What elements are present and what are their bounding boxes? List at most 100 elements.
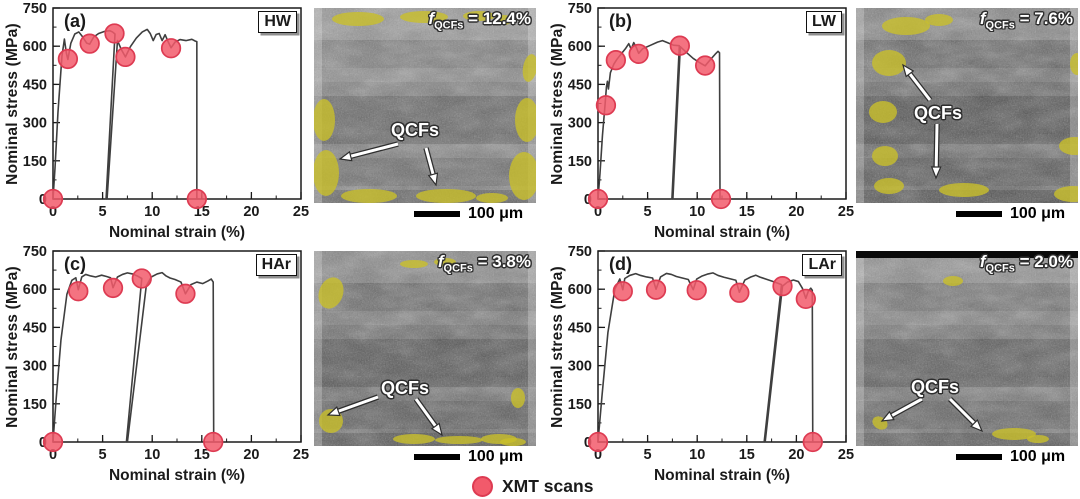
scale-bar-label: 100 μm	[468, 205, 524, 222]
svg-text:150: 150	[568, 154, 592, 170]
svg-text:25: 25	[838, 204, 854, 220]
panel-c-sem-cell: fQCFs = 3.8% QCFs 100 μm	[312, 243, 538, 478]
svg-text:10: 10	[144, 447, 160, 463]
qcfs-region-label: QCFs	[911, 377, 960, 397]
qcf-area-fraction-label: fQCFs = 2.0%	[980, 252, 1073, 274]
panel-a-sem-cell: fQCFs = 12.4% QCFs 100 μm	[312, 0, 538, 235]
panel-d-chart-cell: 05101520250150300450600750 Nominal stres…	[545, 243, 855, 491]
svg-text:600: 600	[23, 39, 47, 55]
svg-text:150: 150	[23, 397, 47, 413]
svg-text:450: 450	[23, 320, 47, 336]
stress-strain-plot-d: 05101520250150300450600750	[568, 244, 854, 463]
svg-text:20: 20	[243, 447, 259, 463]
svg-text:20: 20	[788, 204, 804, 220]
f-value: = 12.4%	[468, 9, 531, 28]
svg-text:0: 0	[49, 447, 57, 463]
svg-text:5: 5	[99, 204, 107, 220]
qcfs-region-label: QCFs	[381, 378, 430, 398]
x-axis-title: Nominal strain (%)	[653, 467, 791, 484]
svg-text:450: 450	[23, 77, 47, 93]
qcf-area-fraction-label: fQCFs = 3.8%	[438, 252, 531, 274]
svg-text:300: 300	[23, 116, 47, 132]
y-axis-title: Nominal stress (MPa)	[4, 23, 21, 185]
y-axis-title: Nominal stress (MPa)	[549, 266, 566, 428]
svg-text:150: 150	[23, 154, 47, 170]
f-subscript: QCFs	[985, 262, 1015, 275]
svg-text:10: 10	[689, 204, 705, 220]
scale-bar-label: 100 μm	[468, 448, 524, 465]
f-subscript: QCFs	[434, 19, 464, 32]
stress-strain-plot-c: 05101520250150300450600750	[23, 244, 309, 463]
panel-b-sem-cell: fQCFs = 7.6% QCFs 100 μm	[854, 0, 1080, 235]
y-axis-title: Nominal stress (MPa)	[4, 266, 21, 428]
svg-text:0: 0	[594, 204, 602, 220]
svg-text:750: 750	[568, 1, 592, 17]
sem-micrograph-d	[856, 251, 1078, 446]
svg-text:5: 5	[644, 447, 652, 463]
qcfs-region-label: QCFs	[391, 120, 440, 140]
panel-letter-a: (a)	[64, 11, 86, 31]
svg-text:300: 300	[568, 359, 592, 375]
svg-text:150: 150	[568, 397, 592, 413]
svg-text:450: 450	[568, 77, 592, 93]
qcfs-region-label: QCFs	[914, 103, 963, 123]
scale-bar-line	[414, 454, 460, 460]
f-symbol: f	[979, 252, 986, 271]
condition-badge-lw: LW	[806, 11, 842, 33]
scale-bar-line	[956, 211, 1002, 217]
svg-text:600: 600	[23, 282, 47, 298]
svg-text:15: 15	[194, 447, 210, 463]
f-value: = 3.8%	[477, 252, 531, 271]
stress-strain-plot-b: 05101520250150300450600750	[568, 1, 854, 220]
svg-text:0: 0	[594, 447, 602, 463]
panel-b-chart-cell: 05101520250150300450600750 Nominal stres…	[545, 0, 855, 248]
svg-text:300: 300	[568, 116, 592, 132]
svg-text:25: 25	[838, 447, 854, 463]
sem-micrograph-c	[314, 251, 536, 446]
f-value: = 2.0%	[1019, 252, 1073, 271]
figure-legend: XMT scans	[472, 476, 593, 497]
y-axis-title: Nominal stress (MPa)	[549, 23, 566, 185]
scale-bar: 100 μm	[414, 205, 523, 223]
scale-bar: 100 μm	[414, 448, 523, 466]
panel-letter-b: (b)	[609, 11, 632, 31]
svg-text:10: 10	[689, 447, 705, 463]
svg-text:450: 450	[568, 320, 592, 336]
panel-letter-d: (d)	[609, 254, 632, 274]
qcf-area-fraction-label: fQCFs = 12.4%	[428, 9, 531, 31]
condition-badge-hw: HW	[258, 11, 297, 33]
scale-bar-line	[414, 211, 460, 217]
svg-text:5: 5	[99, 447, 107, 463]
svg-text:5: 5	[644, 204, 652, 220]
panel-c-chart-cell: 05101520250150300450600750 Nominal stres…	[0, 243, 310, 491]
scale-bar: 100 μm	[956, 205, 1065, 223]
condition-badge-lar: LAr	[802, 254, 842, 276]
scale-bar-label: 100 μm	[1010, 205, 1066, 222]
condition-badge-har: HAr	[255, 254, 297, 276]
svg-text:750: 750	[23, 1, 47, 17]
svg-text:20: 20	[788, 447, 804, 463]
qcf-area-fraction-label: fQCFs = 7.6%	[980, 9, 1073, 31]
scale-bar: 100 μm	[956, 448, 1065, 466]
f-value: = 7.6%	[1019, 9, 1073, 28]
svg-text:25: 25	[293, 447, 309, 463]
stress-strain-plot-a: 05101520250150300450600750	[23, 1, 309, 220]
svg-text:20: 20	[243, 204, 259, 220]
svg-text:10: 10	[144, 204, 160, 220]
sem-micrograph-a	[314, 8, 536, 203]
svg-text:25: 25	[293, 204, 309, 220]
f-symbol: f	[979, 9, 986, 28]
f-symbol: f	[437, 252, 444, 271]
f-subscript: QCFs	[443, 262, 473, 275]
x-axis-title: Nominal strain (%)	[108, 224, 246, 241]
svg-text:750: 750	[568, 244, 592, 260]
svg-text:750: 750	[23, 244, 47, 260]
panel-letter-c: (c)	[64, 254, 86, 274]
x-axis-title: Nominal strain (%)	[653, 224, 791, 241]
scale-bar-line	[956, 454, 1002, 460]
svg-text:600: 600	[568, 282, 592, 298]
svg-text:300: 300	[23, 359, 47, 375]
sem-micrograph-b	[856, 8, 1078, 203]
panel-d-sem-cell: fQCFs = 2.0% QCFs 100 μm	[854, 243, 1080, 478]
